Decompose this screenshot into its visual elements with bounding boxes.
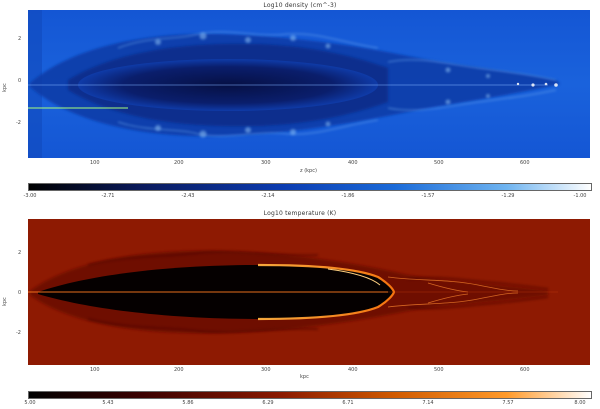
- density-x-tick-5: 500: [434, 160, 444, 166]
- temperature-panel-title: Log10 temperature (K): [263, 210, 337, 217]
- density-x-tick-1: 100: [90, 160, 100, 166]
- temperature-y-tick-top: 2: [18, 250, 22, 256]
- density-x-tick-4: 400: [348, 160, 358, 166]
- temperature-x-tick-2: 200: [174, 367, 184, 373]
- temperature-cbar-tick-7: 8.00: [574, 400, 586, 406]
- density-cbar-tick-6: -1.29: [501, 193, 515, 199]
- temperature-y-tick-bottom: -2: [16, 330, 21, 336]
- density-panel-title: Log10 density (cm^-3): [263, 2, 337, 9]
- density-colorbar: [28, 183, 592, 191]
- temperature-cbar-tick-4: 6.71: [342, 400, 354, 406]
- density-y-tick-top: 2: [18, 36, 22, 42]
- temperature-x-tick-6: 600: [520, 367, 530, 373]
- density-y-tick-bottom: -2: [16, 120, 21, 126]
- temperature-map: [28, 219, 590, 365]
- density-y-tick-mid: 0: [18, 78, 22, 84]
- temperature-x-axis-label: kpc: [300, 374, 309, 380]
- density-map: [28, 10, 590, 158]
- density-x-tick-6: 600: [520, 160, 530, 166]
- density-cbar-tick-2: -2.43: [181, 193, 195, 199]
- temperature-cbar-tick-6: 7.57: [502, 400, 514, 406]
- density-image-panel: [28, 10, 590, 158]
- temperature-colorbar: [28, 391, 592, 399]
- temperature-cbar-tick-5: 7.14: [422, 400, 434, 406]
- density-x-tick-3: 300: [261, 160, 271, 166]
- density-cbar-tick-4: -1.86: [341, 193, 355, 199]
- density-x-tick-2: 200: [174, 160, 184, 166]
- temperature-x-tick-4: 400: [348, 367, 358, 373]
- density-cbar-tick-7: -1.00: [573, 193, 587, 199]
- density-cbar-tick-5: -1.57: [421, 193, 435, 199]
- density-x-axis-label: z (kpc): [300, 168, 317, 174]
- temperature-cbar-tick-2: 5.86: [182, 400, 194, 406]
- temperature-cbar-tick-1: 5.43: [102, 400, 114, 406]
- temperature-y-tick-mid: 0: [18, 290, 22, 296]
- temperature-y-axis-label: kpc: [2, 297, 8, 306]
- temperature-x-tick-1: 100: [90, 367, 100, 373]
- temperature-image-panel: [28, 219, 590, 365]
- density-cbar-tick-1: -2.71: [101, 193, 115, 199]
- temperature-x-tick-3: 300: [261, 367, 271, 373]
- density-y-axis-label: kpc: [2, 83, 8, 92]
- temperature-x-tick-5: 500: [434, 367, 444, 373]
- density-cbar-tick-3: -2.14: [261, 193, 275, 199]
- temperature-cbar-tick-3: 6.29: [262, 400, 274, 406]
- temperature-cbar-tick-0: 5.00: [24, 400, 36, 406]
- density-cbar-tick-0: -3.00: [23, 193, 37, 199]
